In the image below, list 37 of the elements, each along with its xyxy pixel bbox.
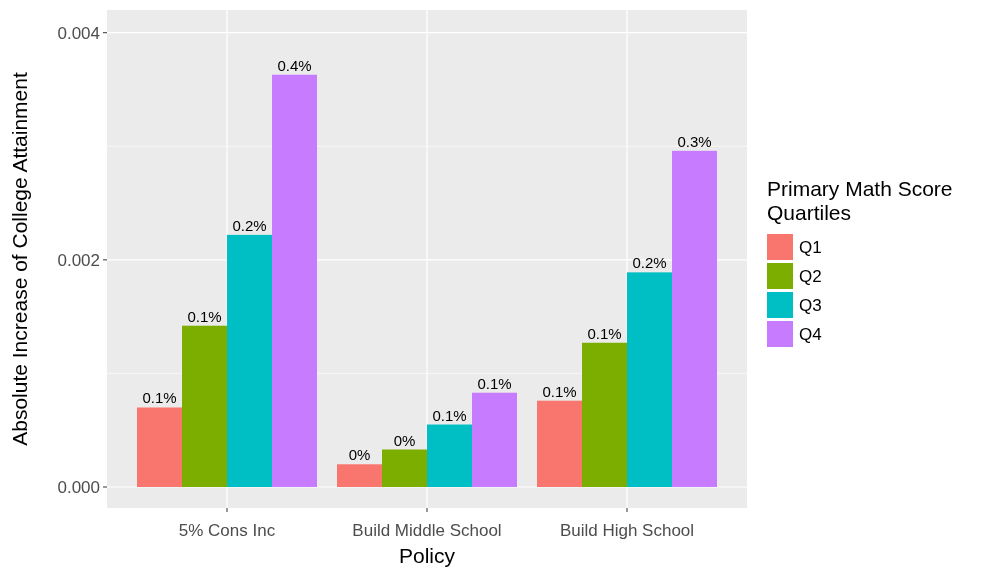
legend-label: Q1 — [799, 237, 822, 257]
data-label: 0.1% — [542, 382, 577, 400]
data-label: 0.4% — [277, 56, 312, 74]
x-tick-label: Build Middle School — [352, 521, 502, 540]
data-label: 0.1% — [587, 324, 622, 342]
data-label: 0.1% — [142, 389, 177, 407]
data-label: 0.1% — [187, 307, 222, 325]
bar — [182, 325, 227, 487]
data-label: 0.1% — [477, 374, 512, 392]
bar — [537, 400, 582, 487]
legend-title: Primary Math Score Quartiles — [767, 177, 953, 224]
legend-label: Q2 — [799, 266, 822, 286]
x-axis-title: Policy — [398, 544, 456, 567]
x-tick-label: 5% Cons Inc — [178, 521, 276, 540]
x-tick-label: Build High School — [559, 521, 695, 540]
y-tick-label: 0.002 — [57, 250, 100, 270]
bar — [272, 74, 317, 487]
data-label: 0% — [348, 446, 371, 464]
bar — [337, 464, 382, 487]
data-label: 0.3% — [677, 132, 712, 150]
bar — [627, 272, 672, 487]
y-tick-label: 0.000 — [57, 477, 100, 497]
bar — [472, 392, 517, 487]
data-label: 0.2% — [232, 216, 267, 234]
bar — [427, 424, 472, 487]
bar — [137, 407, 182, 487]
data-label: 0.1% — [432, 406, 467, 424]
legend-label: Q3 — [799, 295, 822, 315]
legend-label: Q4 — [799, 324, 822, 344]
bar — [672, 150, 717, 487]
y-axis-title: Absolute Increase of College Attainment — [8, 72, 31, 446]
data-label: 0.2% — [632, 254, 667, 272]
bar — [382, 449, 427, 487]
bar — [227, 234, 272, 487]
data-label: 0% — [393, 431, 416, 449]
y-tick-label: 0.004 — [57, 23, 100, 43]
bar — [582, 342, 627, 487]
